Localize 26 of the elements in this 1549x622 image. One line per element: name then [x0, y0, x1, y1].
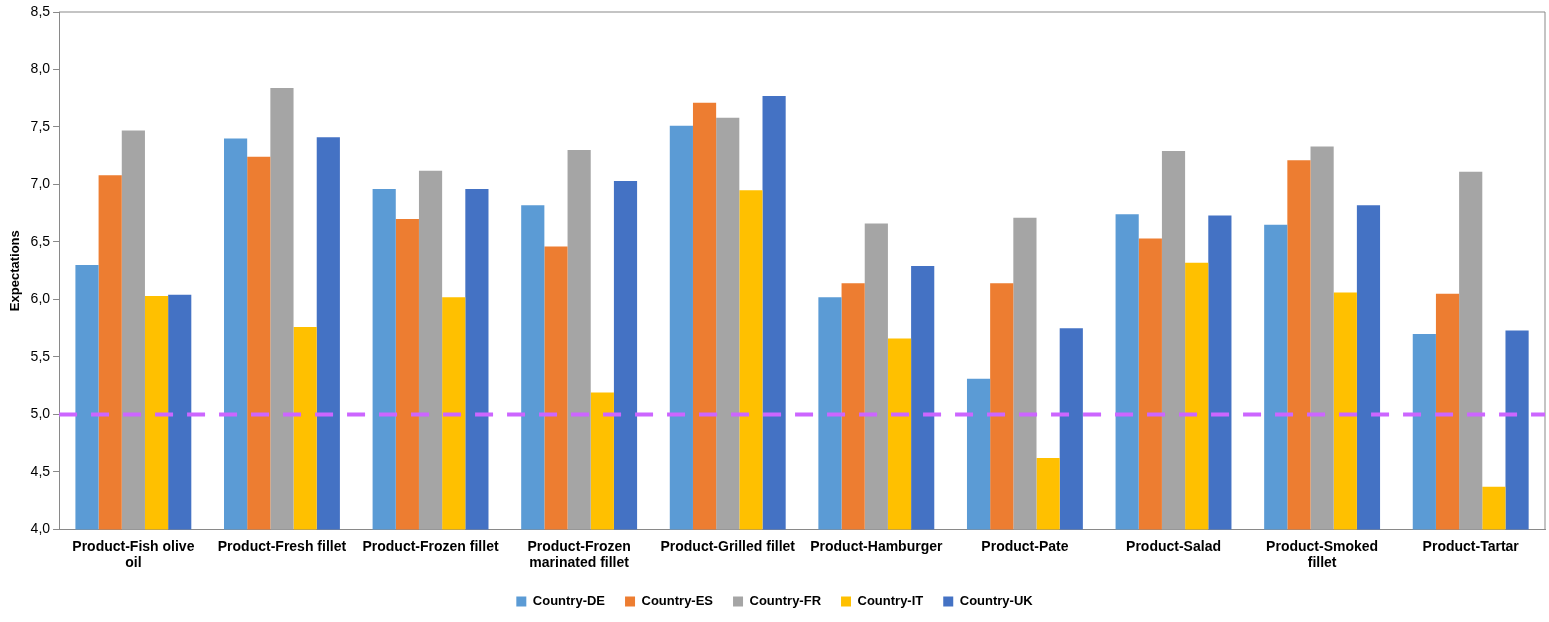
- x-tick-label: Product-Fish olive oil: [72, 537, 195, 571]
- x-tick-label: Product-Fresh fillet: [217, 537, 347, 554]
- legend-label: Country-UK: [959, 593, 1034, 609]
- y-tick-label: 6,0: [30, 290, 51, 307]
- x-tick-label: Product-Smoked fillet: [1266, 537, 1379, 571]
- x-tick-label: Product-Grilled fillet: [660, 537, 796, 554]
- x-tick-label: Product-Frozen fillet: [362, 537, 499, 554]
- x-tick-label: Product-Tartar: [1422, 537, 1520, 554]
- legend-label: Country-ES: [641, 593, 714, 609]
- x-tick-label: Product-Pate: [981, 537, 1069, 554]
- x-tick-label: Product-Hamburger: [810, 537, 943, 554]
- y-tick-label: 4,0: [30, 520, 51, 537]
- y-tick-label: 8,0: [30, 60, 51, 77]
- y-axis-title: Expectations: [7, 230, 23, 312]
- legend-label: Country-DE: [532, 593, 606, 609]
- x-tick-label: Product-Salad: [1126, 537, 1221, 554]
- y-tick-label: 7,5: [30, 117, 51, 134]
- y-tick-label: 4,5: [30, 462, 51, 479]
- legend-label: Country-FR: [749, 593, 822, 609]
- y-tick-label: 8,5: [30, 2, 51, 19]
- legend-label: Country-IT: [857, 593, 924, 609]
- y-tick-label: 5,0: [30, 405, 51, 422]
- y-tick-label: 6,5: [30, 232, 51, 249]
- x-tick-label: Product-Frozen marinated fillet: [527, 537, 631, 571]
- y-tick-label: 7,0: [30, 175, 51, 192]
- y-tick-label: 5,5: [30, 347, 51, 364]
